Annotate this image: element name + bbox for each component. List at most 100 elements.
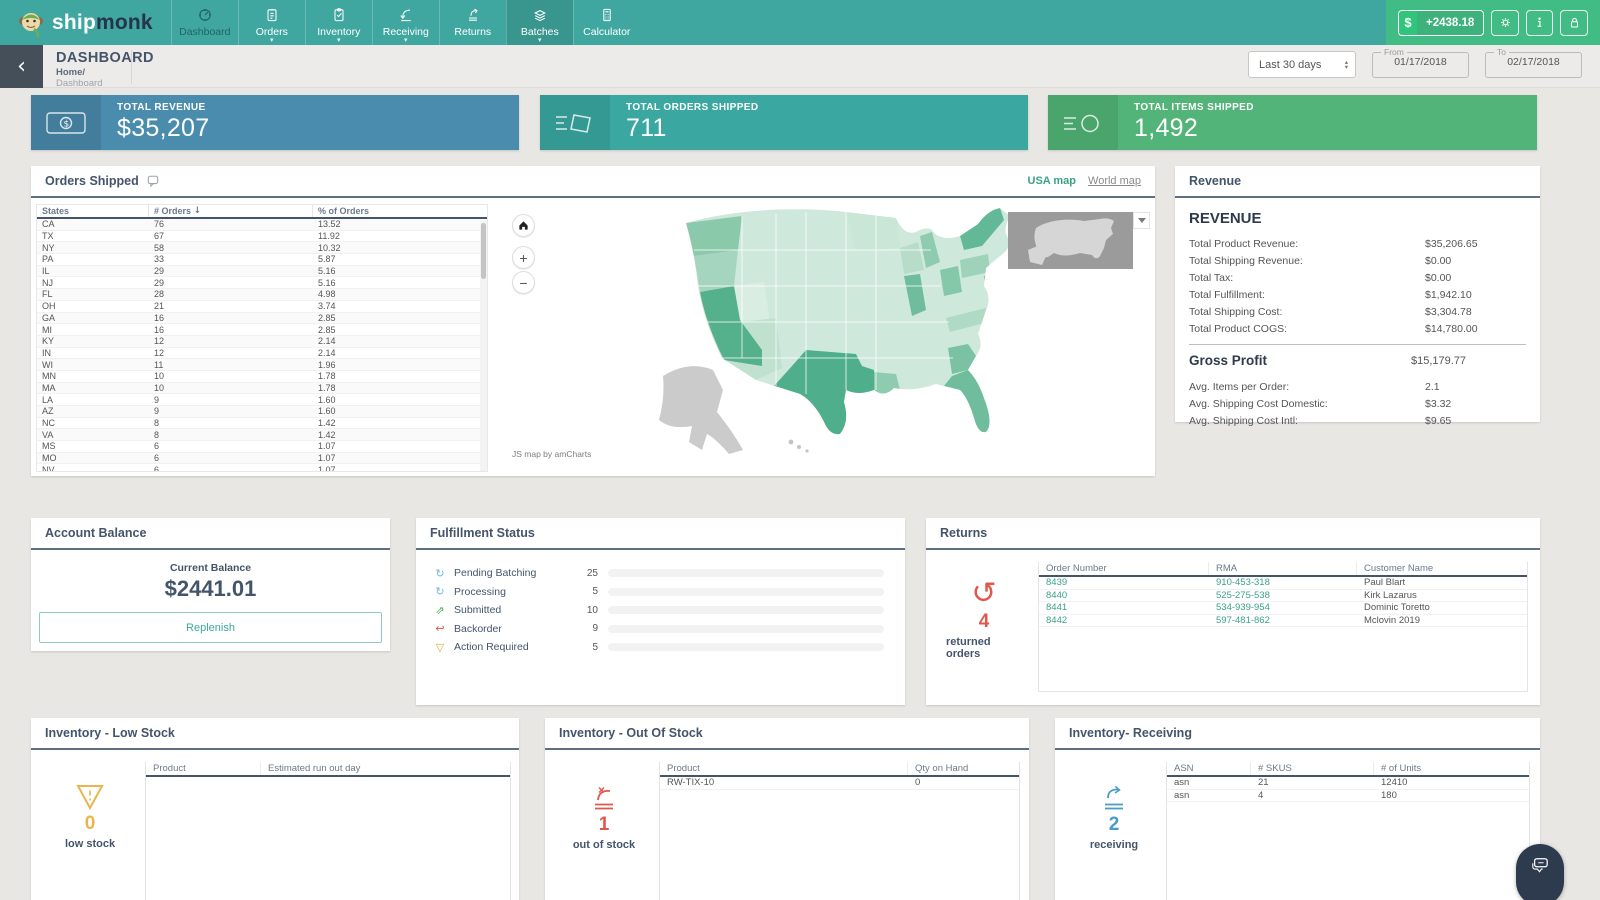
- to-date-field[interactable]: To 02/17/2018: [1485, 47, 1582, 78]
- world-map-link[interactable]: World map: [1088, 175, 1141, 187]
- table-row[interactable]: AZ 9 1.60: [37, 406, 487, 418]
- usa-map-link[interactable]: USA map: [1027, 175, 1077, 187]
- date-range-select[interactable]: Last 30 days ▴ ▾: [1248, 51, 1356, 78]
- table-row[interactable]: 8442 597-481-862 Mclovin 2019: [1039, 614, 1527, 627]
- brand-logo[interactable]: ship monk: [0, 0, 171, 45]
- table-row[interactable]: KY 12 2.14: [37, 335, 487, 348]
- state-cell: NC: [42, 418, 55, 429]
- table-row[interactable]: FL 28 4.98: [37, 289, 487, 301]
- col-header-runout[interactable]: Estimated run out day: [268, 763, 361, 774]
- lock-button[interactable]: [1560, 9, 1589, 36]
- table-row[interactable]: LA 9 1.60: [37, 394, 487, 406]
- col-header-states[interactable]: States: [37, 205, 149, 217]
- fulfillment-row[interactable]: ↻ Processing 5: [432, 583, 884, 602]
- rma-link[interactable]: 534-939-954: [1216, 602, 1270, 614]
- map-minimap[interactable]: [1008, 212, 1133, 269]
- table-row[interactable]: VA 8 1.42: [37, 429, 487, 442]
- col-header-skus[interactable]: # SKUS: [1251, 762, 1374, 775]
- table-row[interactable]: MN 10 1.78: [37, 371, 487, 383]
- breadcrumb-bar: ‹ DASHBOARD Home/ Dashboard Last 30 days…: [0, 45, 1600, 89]
- order-number-link[interactable]: 8441: [1046, 602, 1068, 614]
- replenish-button[interactable]: Replenish: [39, 612, 382, 643]
- alaska-region[interactable]: [659, 366, 743, 454]
- pct-cell: 2.85: [318, 324, 336, 335]
- map-zoom-out-button[interactable]: −: [512, 271, 535, 294]
- balance-widget[interactable]: $ +2438.18: [1398, 9, 1485, 36]
- chat-button[interactable]: [1516, 844, 1564, 900]
- nav-item-inventory[interactable]: Inventory ▾: [304, 0, 372, 45]
- col-header-orders[interactable]: # Orders ↓: [149, 205, 313, 217]
- table-row[interactable]: PA 33 5.87: [37, 254, 487, 266]
- settings-button[interactable]: [1491, 9, 1519, 36]
- table-row[interactable]: MS 6 1.07: [37, 441, 487, 453]
- nav-item-receiving[interactable]: Receiving ▾: [371, 0, 439, 45]
- map-home-button[interactable]: [512, 214, 535, 237]
- comment-icon[interactable]: [147, 175, 159, 187]
- col-header-rma[interactable]: RMA: [1209, 562, 1357, 575]
- table-row[interactable]: MA 10 1.78: [37, 382, 487, 395]
- receiving-table-body: asn 21 12410 asn 4 180: [1167, 777, 1529, 802]
- usa-choropleth-map[interactable]: [601, 198, 1161, 470]
- table-row[interactable]: WI 11 1.96: [37, 359, 487, 371]
- map-zoom-in-button[interactable]: +: [512, 246, 535, 269]
- fulfillment-row[interactable]: ↩ Backorder 9: [432, 620, 884, 639]
- table-row[interactable]: GA 16 2.85: [37, 312, 487, 325]
- breadcrumb-home[interactable]: Home: [56, 67, 83, 78]
- table-row[interactable]: OH 21 3.74: [37, 301, 487, 313]
- col-header-qty[interactable]: Qty on Hand: [915, 763, 969, 774]
- rma-link[interactable]: 525-275-538: [1216, 589, 1270, 601]
- col-header-units[interactable]: # of Units: [1381, 763, 1422, 774]
- order-number-link[interactable]: 8440: [1046, 589, 1068, 601]
- table-row[interactable]: RW-TIX-10 0: [660, 777, 1019, 790]
- table-row[interactable]: NV 6 1.07: [37, 464, 487, 471]
- kpi-total-revenue[interactable]: $ TOTAL REVENUE $35,207: [31, 95, 519, 150]
- table-row[interactable]: NC 8 1.42: [37, 418, 487, 430]
- col-header-asn[interactable]: ASN: [1167, 762, 1251, 775]
- table-row[interactable]: CA 76 13.52: [37, 219, 487, 231]
- rma-link[interactable]: 910-453-318: [1216, 577, 1270, 589]
- nav-item-orders[interactable]: Orders ▾: [237, 0, 305, 45]
- table-row[interactable]: asn 4 180: [1167, 790, 1529, 802]
- table-row[interactable]: 8439 910-453-318 Paul Blart: [1039, 577, 1527, 590]
- rma-link[interactable]: 597-481-862: [1216, 614, 1270, 626]
- revenue-avg-row: Avg. Items per Order: 2.1: [1175, 378, 1540, 395]
- minimap-collapse-button[interactable]: [1133, 212, 1150, 229]
- states-table-body: CA 76 13.52 TX 67 11.92 NY 58 10.32: [37, 219, 487, 471]
- table-row[interactable]: asn 21 12410: [1167, 777, 1529, 790]
- nav-item-dashboard[interactable]: Dashboard: [170, 0, 238, 45]
- customer-name-cell: Paul Blart: [1364, 577, 1406, 589]
- fulfillment-row[interactable]: ↻ Pending Batching 25: [432, 564, 884, 583]
- back-button[interactable]: ‹: [0, 45, 43, 88]
- nav-item-returns[interactable]: Returns: [438, 0, 506, 45]
- table-row[interactable]: TX 67 11.92: [37, 231, 487, 243]
- from-date-field[interactable]: From 01/17/2018: [1372, 47, 1469, 78]
- col-header-pct[interactable]: % of Orders: [318, 206, 370, 216]
- table-row[interactable]: NJ 29 5.16: [37, 277, 487, 290]
- table-scrollbar[interactable]: [480, 221, 487, 471]
- help-button[interactable]: [1525, 9, 1554, 36]
- table-row[interactable]: NY 58 10.32: [37, 242, 487, 255]
- table-row[interactable]: IL 29 5.16: [37, 265, 487, 278]
- fulfillment-row[interactable]: ▽ Action Required 5: [432, 638, 884, 657]
- col-header-product[interactable]: Product: [660, 762, 908, 775]
- status-count: 5: [592, 641, 598, 653]
- nav-item-calculator[interactable]: Calculator: [572, 0, 640, 45]
- fulfillment-row[interactable]: ⇗ Submitted 10: [432, 601, 884, 620]
- nav-item-batches[interactable]: Batches ▾: [505, 0, 573, 45]
- kpi-items-shipped[interactable]: TOTAL ITEMS SHIPPED 1,492: [1048, 95, 1537, 150]
- col-header-customer-name[interactable]: Customer Name: [1364, 563, 1434, 574]
- table-row[interactable]: 8440 525-275-538 Kirk Lazarus: [1039, 589, 1527, 602]
- kpi-value: $35,207: [117, 114, 210, 142]
- order-number-link[interactable]: 8442: [1046, 614, 1068, 626]
- pct-cell: 11.92: [318, 231, 340, 242]
- kpi-orders-shipped[interactable]: TOTAL ORDERS SHIPPED 711: [540, 95, 1028, 150]
- order-number-link[interactable]: 8439: [1046, 577, 1068, 589]
- panel-title: Revenue: [1189, 174, 1242, 188]
- col-header-order-number[interactable]: Order Number: [1039, 562, 1209, 575]
- state-cell: GA: [42, 312, 56, 323]
- table-row[interactable]: 8441 534-939-954 Dominic Toretto: [1039, 602, 1527, 615]
- table-row[interactable]: MI 16 2.85: [37, 324, 487, 336]
- table-row[interactable]: IN 12 2.14: [37, 348, 487, 360]
- table-row[interactable]: MO 6 1.07: [37, 452, 487, 465]
- col-header-product[interactable]: Product: [146, 762, 261, 775]
